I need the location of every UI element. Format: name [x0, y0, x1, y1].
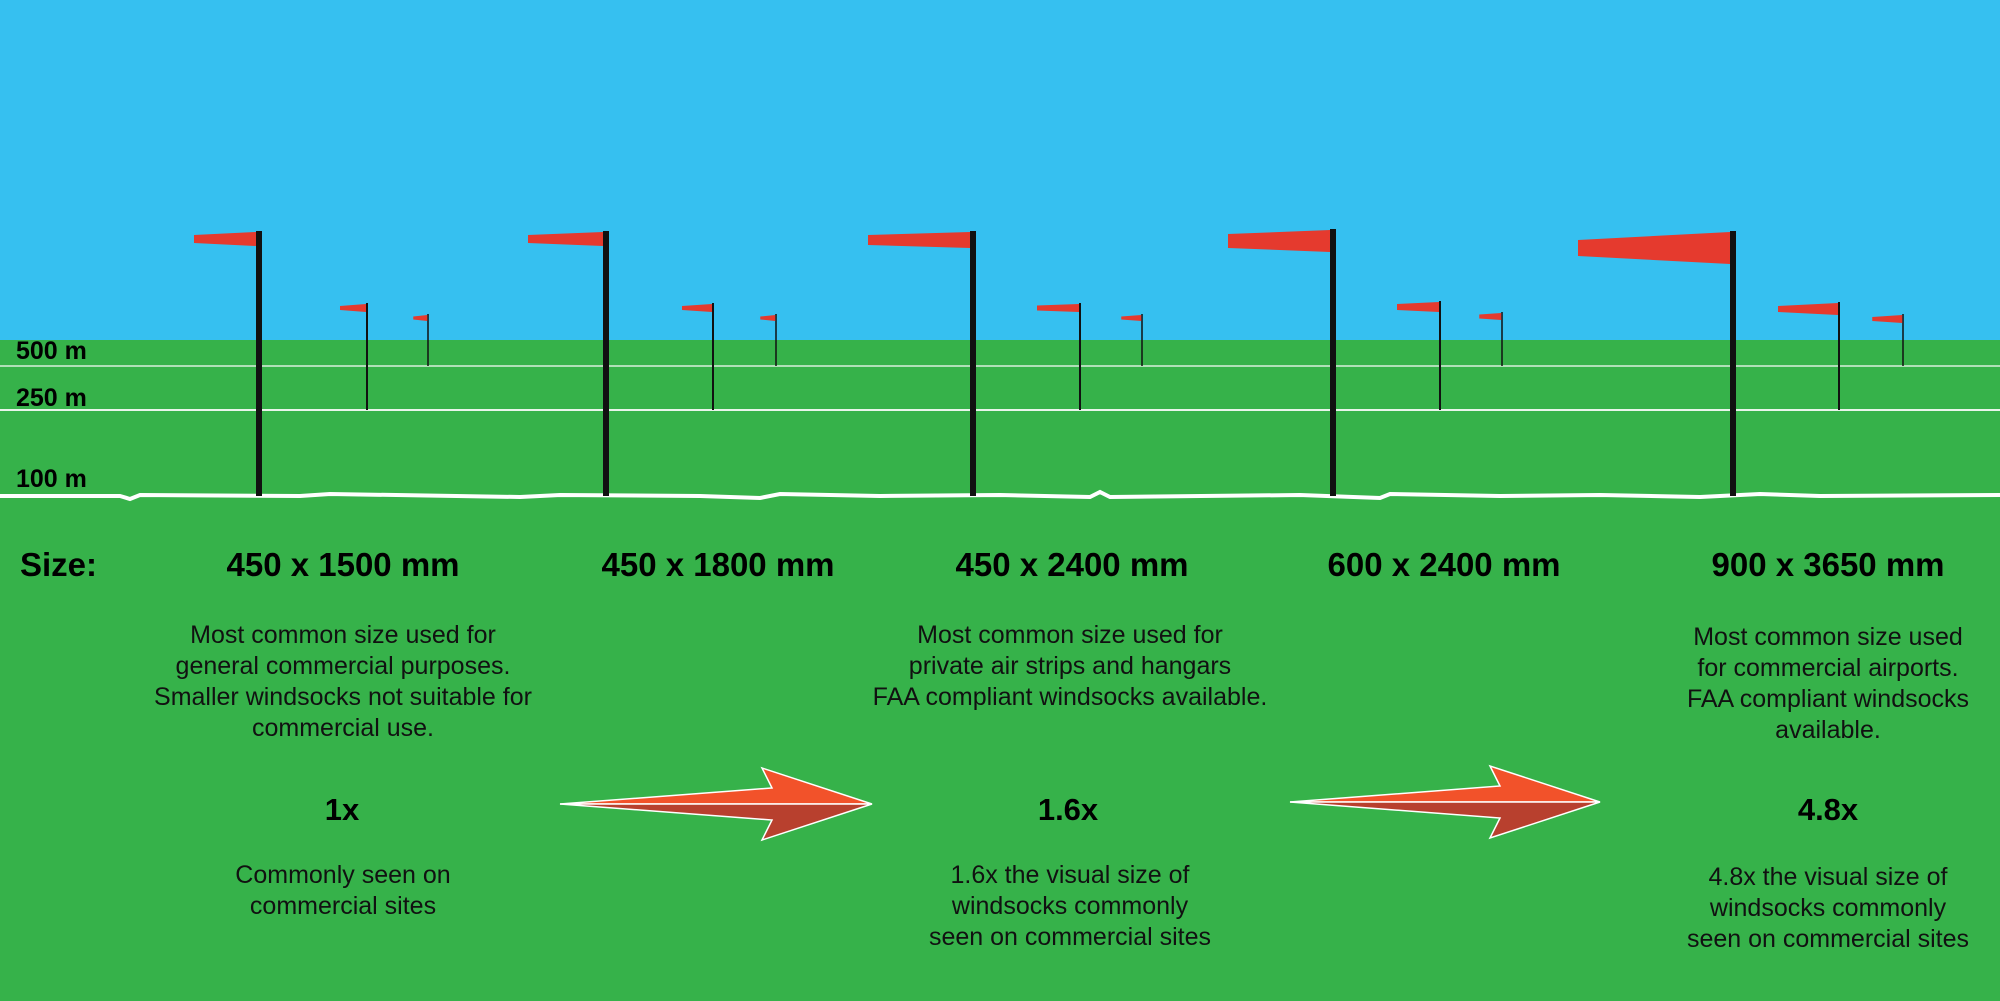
size-600-2400: 600 x 2400 mm — [1327, 546, 1561, 583]
windsock-icon — [340, 304, 366, 312]
description-line: Most common size used for — [917, 621, 1223, 649]
factor-note-4-8x: 4.8x the visual size of windsocks common… — [1598, 862, 2000, 955]
size-3650: 900 x 3650 mm — [1711, 546, 1945, 583]
size-2400: 450 x 2400 mm — [955, 546, 1189, 583]
note-line: windsocks commonly — [1709, 894, 1947, 922]
description-line: for commercial airports. — [1697, 654, 1959, 682]
description-line: Most common size used — [1693, 623, 1963, 651]
arrow-shadow — [559, 803, 873, 842]
windsock-icon — [413, 315, 428, 321]
windsock-icon — [682, 304, 712, 312]
distance-line-100m — [0, 489, 2000, 502]
windsock-icon — [1479, 313, 1502, 320]
windsock-icon — [194, 232, 256, 246]
note-line: Commonly seen on — [235, 861, 451, 889]
description-line: FAA compliant windsocks available. — [872, 683, 1268, 711]
description-1500: Most common size used for general commer… — [113, 620, 573, 744]
note-line: seen on commercial sites — [928, 923, 1212, 951]
sky — [0, 0, 2000, 340]
size-1500: 450 x 1500 mm — [226, 546, 460, 583]
description-3650: Most common size used for commercial air… — [1598, 622, 2000, 746]
windsock-pole — [1079, 303, 1081, 410]
factor-1-6x: 1.6x — [1037, 792, 1099, 827]
distance-label-500m: 500 m — [16, 337, 87, 365]
factor-4-8x: 4.8x — [1797, 792, 1859, 827]
windsock-pole — [603, 231, 609, 496]
description-2400: Most common size used for private air st… — [840, 620, 1300, 713]
windsock-icon — [760, 315, 776, 321]
description-line: FAA compliant windsocks — [1686, 685, 1970, 713]
grass — [0, 340, 2000, 1001]
windsock-icon — [1778, 303, 1838, 315]
windsock-pole — [1730, 231, 1736, 496]
windsocks — [194, 229, 1904, 496]
windsock-pole — [1439, 301, 1441, 410]
windsock-pole — [712, 303, 714, 410]
windsock-pole — [1501, 312, 1503, 366]
note-line: 1.6x the visual size of — [950, 861, 1190, 889]
description-line: available. — [1775, 716, 1881, 744]
description-line: commercial use. — [252, 714, 434, 742]
windsock-pole — [775, 314, 777, 366]
note-line: commercial sites — [249, 892, 437, 920]
factor-1x: 1x — [324, 792, 360, 827]
windsock-pole — [970, 231, 976, 496]
description-line: Smaller windsocks not suitable for — [154, 683, 532, 711]
size-1800: 450 x 1800 mm — [601, 546, 835, 583]
windsock-icon — [1397, 302, 1439, 312]
windsock-pole — [1902, 314, 1904, 366]
note-line: 4.8x the visual size of — [1708, 863, 1948, 891]
windsock-pole — [1141, 314, 1143, 366]
windsock-icon — [868, 232, 970, 248]
distance-label-250m: 250 m — [16, 384, 87, 412]
windsock-icon — [1872, 315, 1903, 323]
description-line: private air strips and hangars — [908, 652, 1232, 680]
arrows — [559, 764, 1601, 842]
description-line: Most common size used for — [190, 621, 496, 649]
distance-label-100m: 100 m — [16, 465, 87, 493]
windsock-icon — [528, 232, 603, 246]
size-heading: Size: — [20, 546, 98, 583]
windsock-pole — [256, 231, 262, 496]
description-line: general commercial purposes. — [175, 652, 511, 680]
windsock-pole — [366, 303, 368, 410]
windsock-pole — [1838, 302, 1840, 410]
windsock-icon — [1121, 315, 1142, 321]
windsock-icon — [1578, 232, 1730, 264]
windsock-pole — [427, 314, 429, 366]
note-line: windsocks commonly — [951, 892, 1189, 920]
windsock-pole — [1330, 229, 1336, 496]
arrow-shadow — [1289, 801, 1601, 840]
windsock-icon — [1228, 230, 1330, 252]
factor-note-1-6x: 1.6x the visual size of windsocks common… — [840, 860, 1300, 953]
factor-note-1x: Commonly seen on commercial sites — [113, 860, 573, 922]
note-line: seen on commercial sites — [1686, 925, 1970, 953]
windsock-icon — [1037, 304, 1079, 312]
